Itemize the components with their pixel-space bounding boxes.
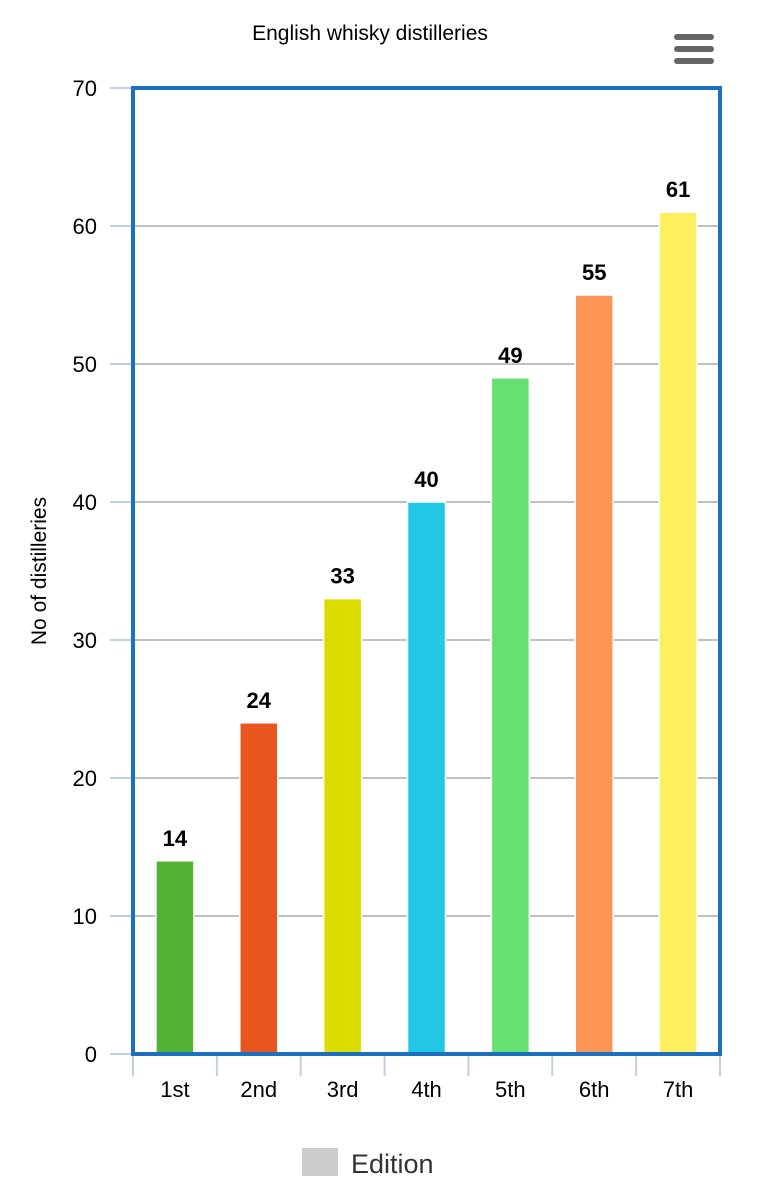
y-tick-label: 10 (73, 904, 97, 929)
x-tick-label: 7th (663, 1077, 694, 1102)
menu-bar (674, 58, 714, 64)
data-label: 40 (414, 467, 438, 492)
legend-swatch[interactable] (302, 1148, 338, 1176)
x-tick-label: 2nd (240, 1077, 277, 1102)
data-label: 14 (163, 826, 188, 851)
y-tick-label: 70 (73, 76, 97, 101)
x-tick-label: 6th (579, 1077, 610, 1102)
legend-label[interactable]: Edition (351, 1149, 434, 1179)
menu-bar (674, 34, 714, 40)
y-axis: 0 10 20 30 40 50 60 70 (73, 76, 133, 1067)
plot-area-border (131, 86, 722, 1056)
data-label: 55 (582, 260, 606, 285)
bar[interactable] (322, 597, 363, 1055)
y-tick-label: 60 (73, 214, 97, 239)
bar[interactable] (574, 294, 614, 1055)
chart-title: English whisky distilleries (252, 22, 488, 45)
bar[interactable] (155, 860, 195, 1055)
bar[interactable] (658, 211, 698, 1055)
y-tick-label: 0 (85, 1042, 97, 1067)
bar[interactable] (239, 722, 279, 1055)
y-tick-label: 20 (73, 766, 97, 791)
bar[interactable] (490, 377, 531, 1055)
data-label: 33 (330, 564, 354, 589)
y-tick-label: 50 (73, 352, 97, 377)
data-label: 49 (498, 343, 522, 368)
data-label: 24 (247, 688, 272, 713)
x-tick-label: 1st (160, 1077, 189, 1102)
menu-bar (674, 46, 714, 52)
bar[interactable] (406, 501, 447, 1055)
x-tick-label: 3rd (327, 1077, 359, 1102)
legend[interactable]: Edition (302, 1148, 434, 1179)
y-tick-label: 40 (73, 490, 97, 515)
y-axis-label: No of distilleries (28, 497, 51, 645)
bars (155, 211, 698, 1055)
y-tick-label: 30 (73, 628, 97, 653)
x-tick-label: 5th (495, 1077, 526, 1102)
data-labels: 14 24 33 40 49 55 61 (163, 177, 691, 851)
data-label: 61 (666, 177, 690, 202)
x-axis: 1st 2nd 3rd 4th 5th 6th 7th (132, 1054, 721, 1102)
hamburger-menu-icon[interactable] (668, 30, 720, 72)
x-tick-label: 4th (411, 1077, 442, 1102)
